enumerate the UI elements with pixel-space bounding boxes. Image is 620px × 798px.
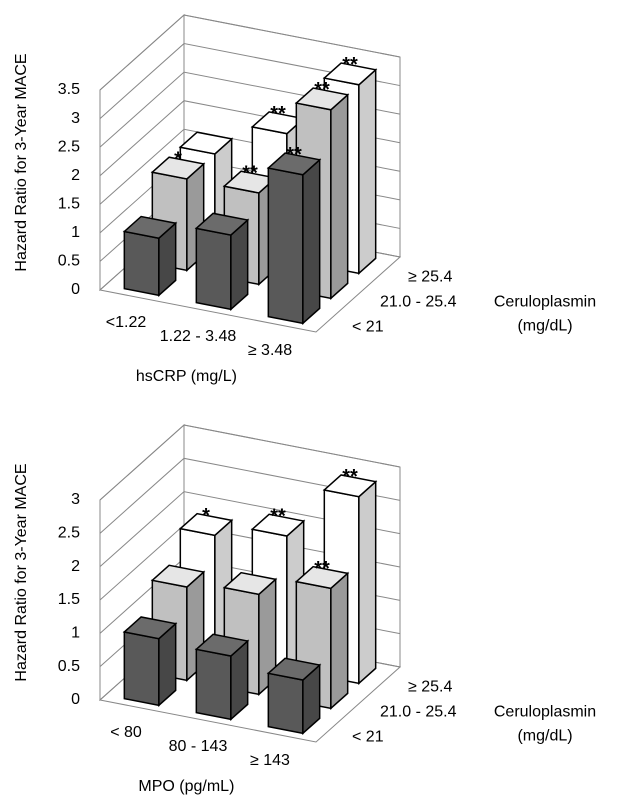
x-tick-label: < 80 [110, 724, 142, 741]
bar-top [150, 564, 206, 588]
significance-label: * [202, 505, 210, 527]
y-tick-label: 1.5 [58, 591, 80, 608]
bar-top [194, 633, 250, 657]
bar [194, 633, 250, 722]
y-tick-label: 2 [71, 558, 80, 575]
bar-top [322, 474, 378, 498]
bar-top [322, 62, 378, 86]
bar-top [122, 616, 178, 640]
bar-side [330, 93, 349, 301]
x-axis-title: MPO (pg/mL) [138, 778, 234, 795]
y-tick-label: 3 [71, 491, 80, 508]
grid-line [99, 43, 401, 119]
significance-label: ** [342, 466, 358, 488]
series-label: 21.0 - 25.4 [380, 294, 457, 311]
bar [266, 657, 322, 736]
bar-side [302, 158, 321, 326]
y-tick-label: 1 [71, 224, 80, 241]
y-axis-title: Hazard Ratio for 3-Year MACE [13, 463, 30, 681]
y-tick-label: 0 [71, 691, 80, 708]
x-tick-label: 80 - 143 [169, 738, 228, 755]
bar-top [266, 152, 322, 176]
bar-top [194, 212, 250, 236]
bar-top [266, 657, 322, 681]
significance-label: ** [342, 54, 358, 76]
series-label: ≥ 25.4 [408, 269, 452, 286]
y-tick-label: 2 [71, 167, 80, 184]
bar-top [178, 512, 234, 537]
bar-side [358, 480, 377, 686]
bar-top [250, 513, 306, 537]
y-tick-label: 0.5 [58, 253, 80, 270]
y-tick-label: 0.5 [58, 658, 80, 675]
series-label: 21.0 - 25.4 [380, 704, 457, 721]
bar-front [195, 648, 232, 721]
bar-top [178, 131, 234, 155]
significance-label: ** [242, 162, 258, 184]
bar-front [195, 227, 232, 311]
x-tick-label: <1.22 [106, 314, 147, 331]
x-tick-label: ≥ 3.48 [248, 342, 292, 359]
bar-front [123, 631, 160, 707]
bar-top [122, 215, 178, 240]
series-axis-title: Ceruloplasmin [494, 704, 596, 721]
y-axis-title: Hazard Ratio for 3-Year MACE [13, 53, 30, 271]
bar-top [150, 156, 206, 180]
series-axis-title: Ceruloplasmin [494, 294, 596, 311]
series-label: ≥ 25.4 [408, 679, 452, 696]
bar-front [267, 167, 304, 325]
bar [122, 616, 178, 708]
bar-front [123, 230, 160, 297]
y-tick-label: 1 [71, 625, 80, 642]
significance-label: * [174, 148, 182, 170]
grid-line [99, 424, 401, 501]
x-axis-title: hsCRP (mg/L) [136, 368, 237, 385]
bar [122, 215, 178, 298]
significance-label: ** [314, 558, 330, 580]
bar-front [267, 672, 304, 735]
significance-label: ** [270, 505, 286, 527]
grid-line [99, 14, 401, 91]
x-tick-label: ≥ 143 [250, 752, 290, 769]
y-tick-label: 3.5 [58, 81, 80, 98]
series-axis-title: (mg/dL) [517, 728, 572, 745]
y-tick-label: 1.5 [58, 196, 80, 213]
bar-side [358, 68, 377, 276]
bar-top [294, 565, 350, 590]
bar [266, 152, 322, 326]
significance-label: ** [270, 103, 286, 125]
y-tick-label: 2.5 [58, 525, 80, 542]
bar-top [294, 87, 350, 111]
y-tick-label: 3 [71, 110, 80, 127]
series-axis-title: (mg/dL) [517, 318, 572, 335]
x-tick-label: 1.22 - 3.48 [160, 328, 237, 345]
bar-side [330, 571, 349, 711]
y-tick-label: 2.5 [58, 138, 80, 155]
bar-top [222, 571, 278, 596]
significance-label: ** [314, 79, 330, 101]
series-label: < 21 [352, 319, 384, 336]
bar [194, 212, 250, 312]
y-tick-label: 0 [71, 281, 80, 298]
series-label: < 21 [352, 729, 384, 746]
significance-label: ** [286, 144, 302, 166]
